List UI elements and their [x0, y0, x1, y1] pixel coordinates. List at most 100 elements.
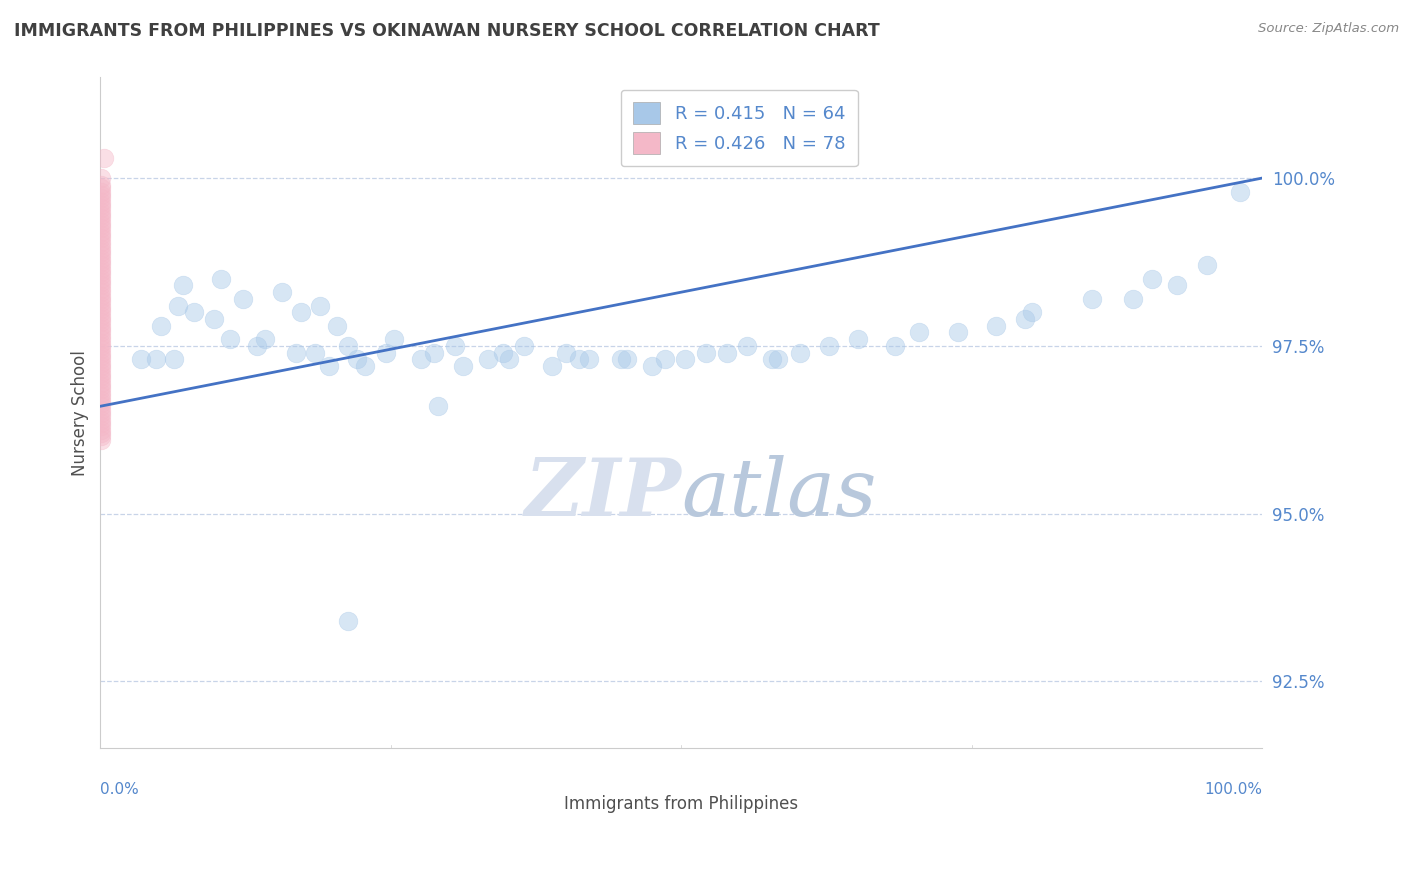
- Point: [290, 305, 312, 319]
- Point: [1014, 312, 1036, 326]
- Point: [884, 339, 907, 353]
- Point: [90, 362, 112, 376]
- Point: [90, 258, 112, 272]
- Point: [90, 244, 112, 259]
- Point: [167, 299, 190, 313]
- Point: [90, 326, 112, 340]
- Point: [513, 339, 536, 353]
- Point: [423, 345, 446, 359]
- Point: [492, 345, 515, 359]
- Point: [346, 352, 368, 367]
- Point: [90, 261, 112, 276]
- Point: [90, 342, 112, 356]
- Text: 100.0%: 100.0%: [1204, 782, 1263, 797]
- Point: [90, 332, 112, 346]
- Legend: R = 0.415   N = 64, R = 0.426   N = 78: R = 0.415 N = 64, R = 0.426 N = 78: [620, 90, 858, 167]
- Point: [90, 198, 112, 212]
- Point: [270, 285, 292, 300]
- Point: [90, 228, 112, 243]
- Point: [541, 359, 564, 373]
- Point: [284, 345, 307, 359]
- Point: [90, 218, 112, 232]
- Point: [984, 318, 1007, 333]
- Point: [326, 318, 349, 333]
- Point: [183, 305, 205, 319]
- Point: [90, 402, 112, 417]
- Point: [90, 396, 112, 410]
- Point: [90, 208, 112, 222]
- Point: [90, 356, 112, 370]
- Point: [90, 429, 112, 443]
- Point: [610, 352, 633, 367]
- Point: [616, 352, 638, 367]
- Point: [761, 352, 783, 367]
- Point: [90, 335, 112, 350]
- Point: [90, 366, 112, 380]
- Point: [90, 318, 112, 333]
- Point: [304, 345, 326, 359]
- Point: [90, 204, 112, 219]
- Point: [673, 352, 696, 367]
- Text: Source: ZipAtlas.com: Source: ZipAtlas.com: [1258, 22, 1399, 36]
- Point: [90, 242, 112, 256]
- Point: [382, 332, 405, 346]
- Point: [90, 265, 112, 279]
- Point: [1140, 272, 1163, 286]
- Point: [427, 399, 450, 413]
- Point: [90, 406, 112, 420]
- Point: [90, 187, 112, 202]
- Point: [90, 185, 112, 199]
- Point: [93, 151, 115, 165]
- Point: [1229, 185, 1251, 199]
- Point: [90, 248, 112, 262]
- Point: [90, 272, 112, 286]
- Point: [90, 385, 112, 400]
- Text: Immigrants from Philippines: Immigrants from Philippines: [564, 796, 799, 814]
- Point: [90, 399, 112, 413]
- Point: [578, 352, 600, 367]
- Point: [90, 275, 112, 289]
- Point: [90, 372, 112, 386]
- Point: [232, 292, 254, 306]
- Point: [90, 419, 112, 434]
- Point: [90, 191, 112, 205]
- Point: [90, 288, 112, 302]
- Point: [90, 312, 112, 326]
- Point: [443, 339, 465, 353]
- Point: [90, 238, 112, 252]
- Point: [90, 412, 112, 426]
- Point: [90, 255, 112, 269]
- Point: [90, 423, 112, 437]
- Point: [90, 315, 112, 329]
- Point: [90, 389, 112, 403]
- Point: [202, 312, 225, 326]
- Point: [908, 326, 931, 340]
- Point: [90, 416, 112, 430]
- Point: [90, 202, 112, 216]
- Point: [737, 339, 759, 353]
- Point: [90, 211, 112, 226]
- Point: [716, 345, 738, 359]
- Point: [90, 221, 112, 235]
- Point: [246, 339, 269, 353]
- Point: [555, 345, 578, 359]
- Point: [946, 326, 969, 340]
- Point: [789, 345, 811, 359]
- Point: [90, 345, 112, 359]
- Point: [375, 345, 398, 359]
- Point: [90, 328, 112, 343]
- Point: [172, 278, 194, 293]
- Point: [1197, 258, 1219, 272]
- Point: [90, 181, 112, 195]
- Point: [90, 178, 112, 192]
- Point: [90, 339, 112, 353]
- Text: ZIP: ZIP: [524, 455, 681, 533]
- Point: [90, 349, 112, 363]
- Point: [90, 383, 112, 397]
- Text: 0.0%: 0.0%: [100, 782, 139, 797]
- Text: atlas: atlas: [681, 455, 876, 533]
- Point: [219, 332, 242, 346]
- Point: [162, 352, 184, 367]
- Point: [354, 359, 377, 373]
- Point: [90, 235, 112, 249]
